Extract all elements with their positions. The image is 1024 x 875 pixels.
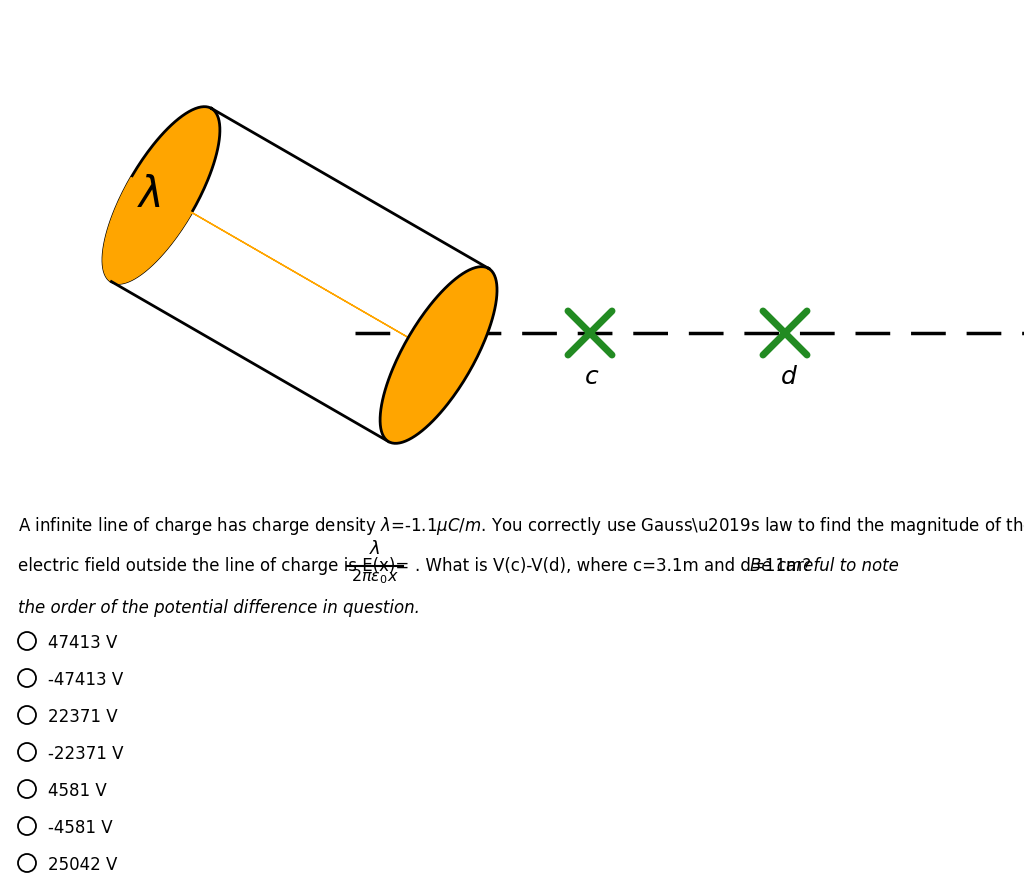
Text: d: d bbox=[781, 365, 797, 389]
Polygon shape bbox=[103, 107, 220, 284]
Text: 25042 V: 25042 V bbox=[48, 856, 118, 874]
Text: . What is V(c)-V(d), where c=3.1m and d=11m?: . What is V(c)-V(d), where c=3.1m and d=… bbox=[415, 557, 816, 575]
Text: $2\pi\varepsilon_0 x$: $2\pi\varepsilon_0 x$ bbox=[351, 567, 398, 585]
Text: 22371 V: 22371 V bbox=[48, 708, 118, 726]
Text: A infinite line of charge has charge density $\lambda$=-1.1$\mu C/m$. You correc: A infinite line of charge has charge den… bbox=[18, 515, 1024, 537]
Text: electric field outside the line of charge is E(x)=: electric field outside the line of charg… bbox=[18, 557, 410, 575]
Text: λ: λ bbox=[139, 174, 164, 216]
Text: -22371 V: -22371 V bbox=[48, 745, 124, 763]
Polygon shape bbox=[380, 267, 497, 444]
Text: -4581 V: -4581 V bbox=[48, 819, 113, 837]
Text: c: c bbox=[585, 365, 599, 389]
Text: Be careful to note: Be careful to note bbox=[750, 557, 899, 575]
Text: the order of the potential difference in question.: the order of the potential difference in… bbox=[18, 599, 420, 617]
Text: 4581 V: 4581 V bbox=[48, 782, 106, 800]
Text: -47413 V: -47413 V bbox=[48, 671, 123, 689]
Text: $\lambda$: $\lambda$ bbox=[370, 540, 381, 558]
Text: 47413 V: 47413 V bbox=[48, 634, 118, 652]
Polygon shape bbox=[103, 178, 497, 373]
